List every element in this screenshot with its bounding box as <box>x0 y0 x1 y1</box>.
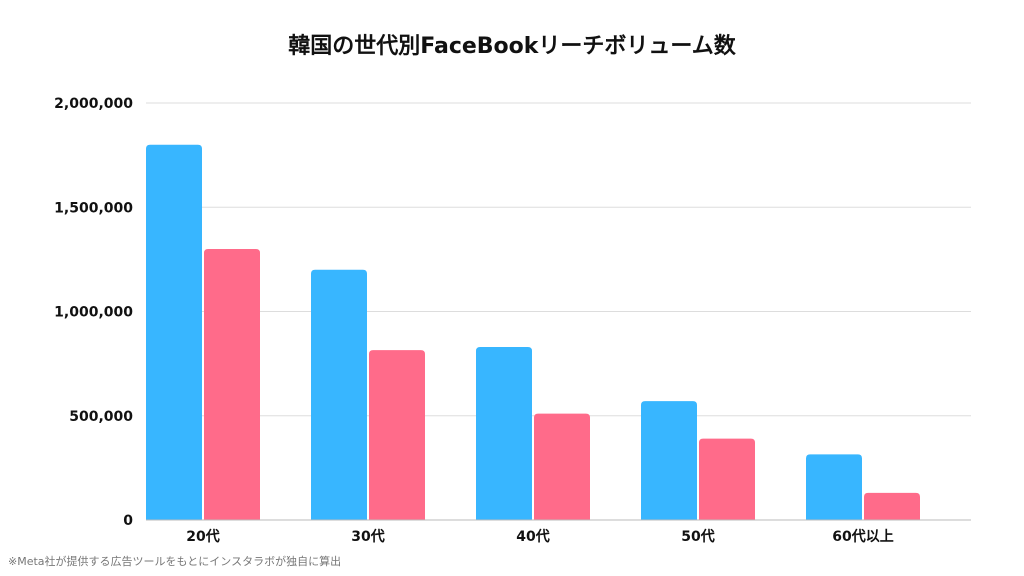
bar <box>369 350 425 520</box>
bar <box>641 401 697 520</box>
x-category-label: 40代 <box>516 528 549 545</box>
x-axis-categories: 20代 30代 40代 50代 60代以上 <box>186 528 893 545</box>
bar <box>204 248 260 520</box>
bar <box>534 413 590 520</box>
y-tick-label: 500,000 <box>69 409 133 425</box>
bars <box>146 144 920 520</box>
gridlines <box>146 102 971 417</box>
bar <box>476 346 532 520</box>
y-tick-label: 0 <box>123 513 133 529</box>
y-tick-label: 1,000,000 <box>54 305 133 321</box>
bar <box>311 269 367 520</box>
y-axis-ticks: 0 500,000 1,000,000 1,500,000 2,000,000 <box>54 96 133 529</box>
x-category-label: 50代 <box>681 528 714 545</box>
chart-title: 韓国の世代別FaceBookリーチボリューム数 <box>288 34 736 59</box>
x-category-label: 60代以上 <box>832 528 893 545</box>
bar <box>806 454 862 520</box>
bar <box>699 438 755 520</box>
bar <box>146 144 202 520</box>
x-category-label: 30代 <box>351 528 384 545</box>
y-tick-label: 1,500,000 <box>54 200 133 216</box>
footnote: ※Meta社が提供する広告ツールをもとにインスタラボが独自に算出 <box>8 555 342 568</box>
y-tick-label: 2,000,000 <box>54 96 133 112</box>
x-category-label: 20代 <box>186 528 219 545</box>
bar <box>864 492 920 520</box>
